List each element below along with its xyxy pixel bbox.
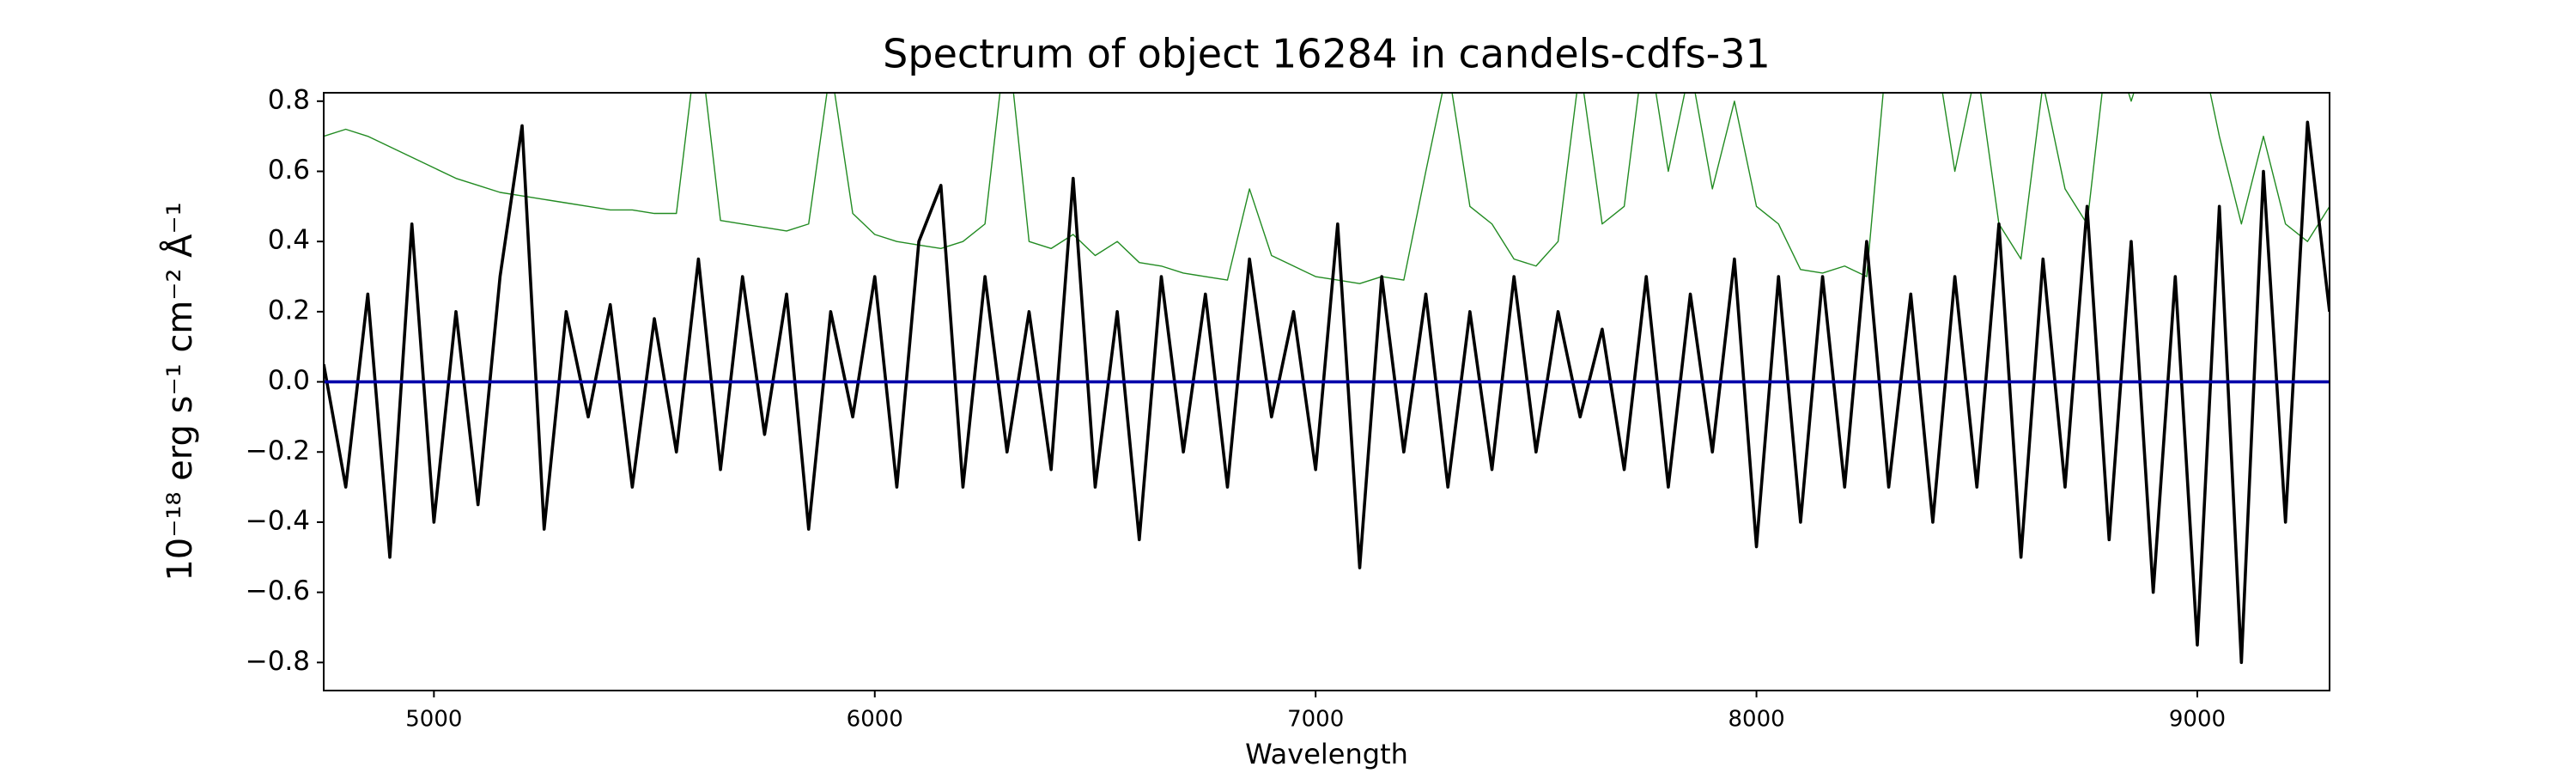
spectrum-line (324, 93, 2330, 284)
x-tick-label: 5000 (405, 707, 462, 733)
axes-frame (323, 92, 2330, 691)
x-tick-label: 8000 (1728, 707, 1784, 733)
y-tick-label: 0.6 (268, 155, 310, 186)
spectrum-line (324, 120, 2330, 665)
x-tick-label: 7000 (1287, 707, 1344, 733)
y-tick-label: −0.2 (246, 435, 310, 466)
y-axis-label: 10⁻¹⁸ erg s⁻¹ cm⁻² Å⁻¹ (159, 202, 200, 581)
plot-area (324, 93, 2330, 665)
y-tick-label: −0.4 (246, 505, 310, 536)
y-tick-label: 0.4 (268, 225, 310, 256)
x-tick-label: 9000 (2169, 707, 2226, 733)
y-tick-label: −0.6 (246, 575, 310, 606)
x-axis-label: Wavelength (1245, 738, 1408, 770)
y-tick-label: 0.2 (268, 295, 310, 326)
x-tick-label: 6000 (847, 707, 903, 733)
y-tick-label: −0.8 (246, 646, 310, 677)
y-tick-label: 0.0 (268, 365, 310, 396)
y-tick-label: 0.8 (268, 84, 310, 115)
chart-title: Spectrum of object 16284 in candels-cdfs… (883, 31, 1771, 77)
